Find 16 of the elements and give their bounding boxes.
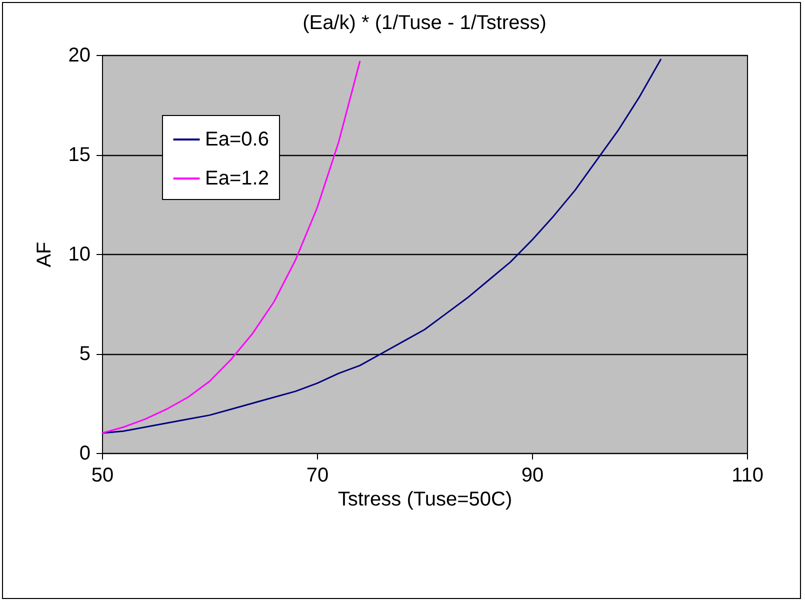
x-tick-label: 110 <box>732 464 764 486</box>
x-tick-label: 90 <box>521 464 544 486</box>
y-tick-label: 0 <box>79 442 90 464</box>
y-tick-label: 15 <box>68 144 90 166</box>
x-tick-label: 50 <box>91 464 114 486</box>
x-axis-title: Tstress (Tuse=50C) <box>338 488 512 510</box>
chart-title: (Ea/k) * (1/Tuse - 1/Tstress) <box>302 12 546 34</box>
legend-label: Ea=1.2 <box>205 168 269 190</box>
y-tick-label: 10 <box>68 244 90 266</box>
line-series <box>101 58 662 434</box>
x-tick-label: 70 <box>306 464 329 486</box>
y-tick-label: 5 <box>79 343 90 365</box>
y-axis-title: AF <box>33 242 56 268</box>
y-tick-label: 20 <box>68 44 90 66</box>
legend-label: Ea=0.6 <box>205 128 269 150</box>
line-series <box>101 60 361 434</box>
